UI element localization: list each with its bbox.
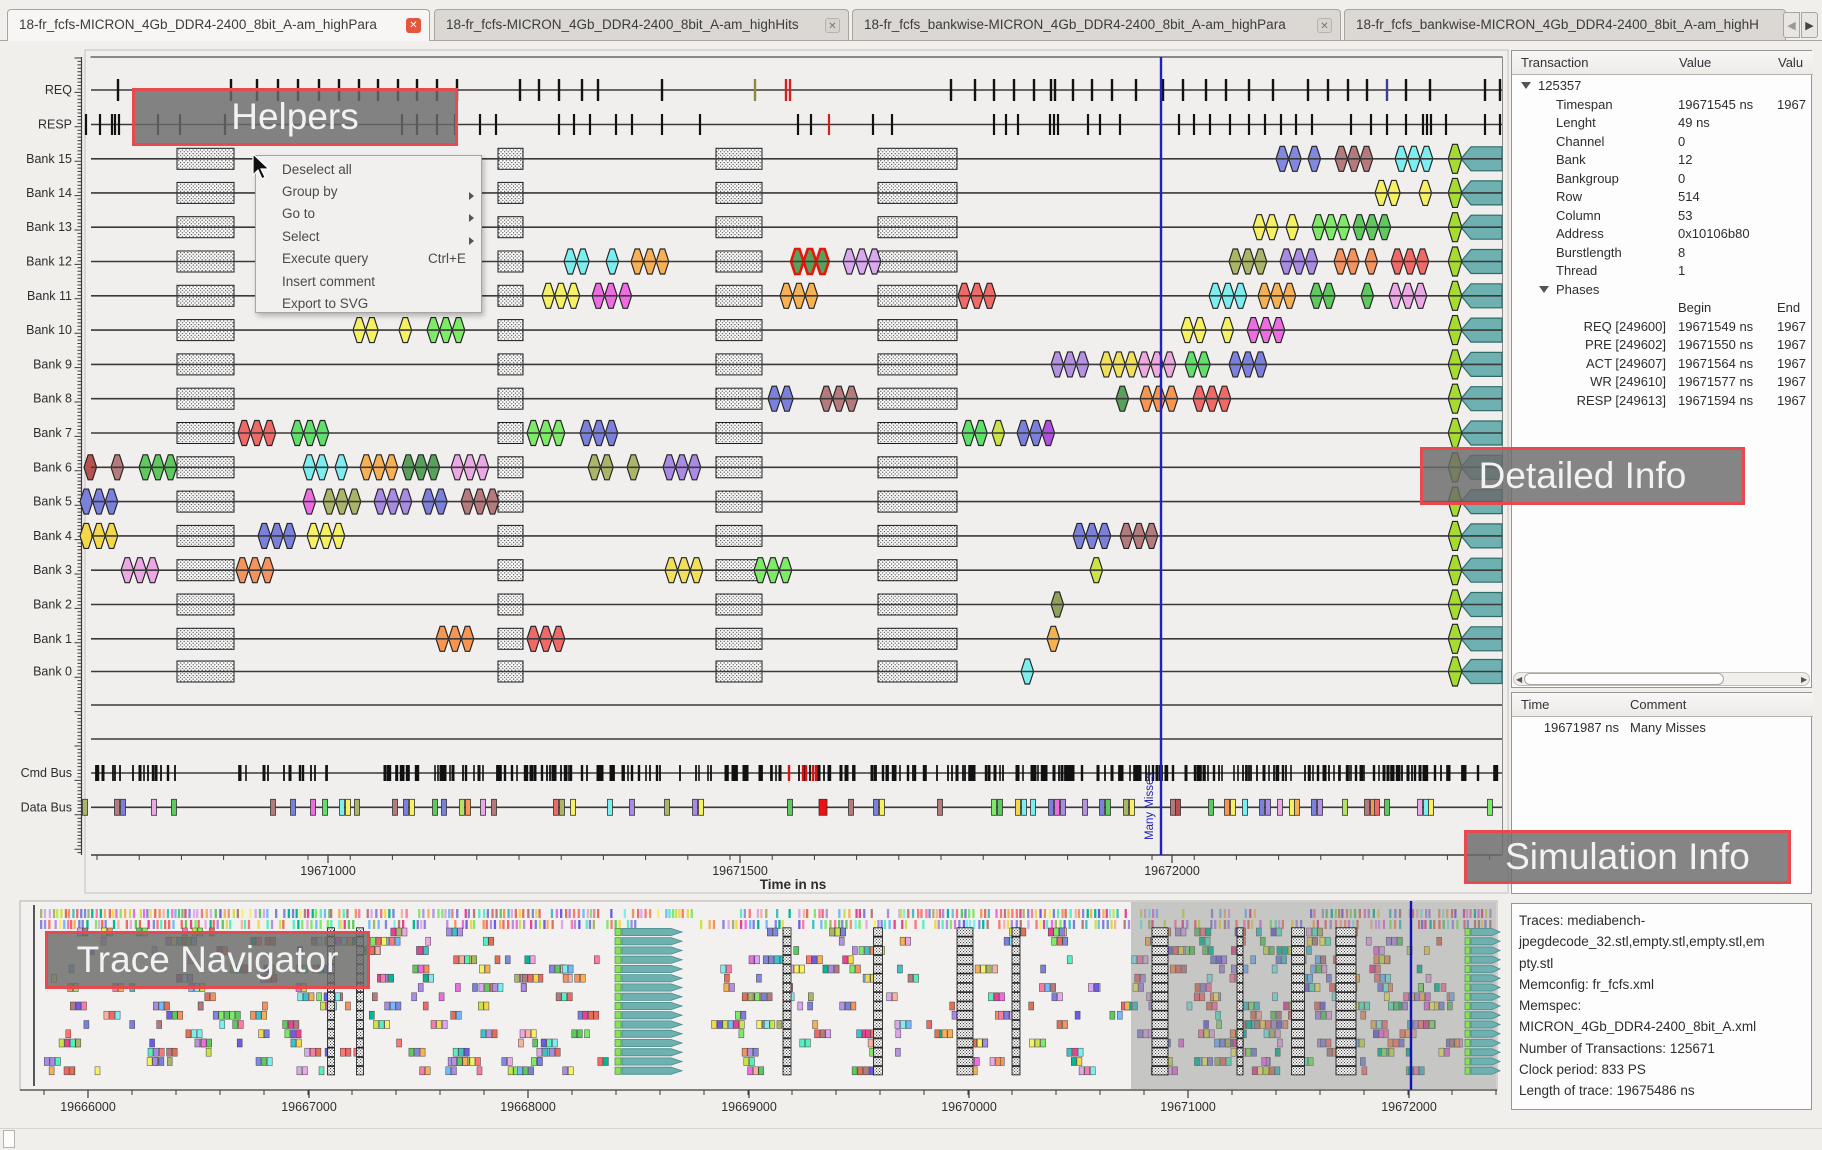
- svg-text:19672000: 19672000: [1381, 1100, 1437, 1114]
- svg-text:19671000: 19671000: [1160, 1100, 1216, 1114]
- svg-text:Bank 3: Bank 3: [33, 563, 72, 577]
- svg-text:Many Misses: Many Misses: [1144, 773, 1156, 840]
- svg-text:Bank 15: Bank 15: [26, 152, 72, 166]
- svg-text:Cmd Bus: Cmd Bus: [21, 766, 72, 780]
- svg-text:Bank 10: Bank 10: [26, 323, 72, 337]
- svg-text:19671500: 19671500: [712, 864, 768, 878]
- svg-text:19669000: 19669000: [721, 1100, 777, 1114]
- svg-text:RESP: RESP: [38, 118, 72, 132]
- svg-text:Time in ns: Time in ns: [760, 877, 827, 892]
- svg-text:Bank 4: Bank 4: [33, 529, 72, 543]
- svg-text:19670000: 19670000: [941, 1100, 997, 1114]
- svg-text:Bank 13: Bank 13: [26, 220, 72, 234]
- svg-text:19672000: 19672000: [1144, 864, 1200, 878]
- svg-text:Data Bus: Data Bus: [21, 800, 72, 814]
- svg-text:19671000: 19671000: [300, 864, 356, 878]
- svg-text:Bank 8: Bank 8: [33, 392, 72, 406]
- svg-text:Bank 1: Bank 1: [33, 632, 72, 646]
- svg-text:19666000: 19666000: [60, 1100, 116, 1114]
- svg-text:Bank 9: Bank 9: [33, 357, 72, 371]
- svg-text:Bank 5: Bank 5: [33, 495, 72, 509]
- svg-text:REQ: REQ: [45, 83, 72, 97]
- svg-text:19667000: 19667000: [281, 1100, 337, 1114]
- svg-text:Bank 14: Bank 14: [26, 186, 72, 200]
- svg-text:Bank 2: Bank 2: [33, 598, 72, 612]
- svg-text:Bank 6: Bank 6: [33, 460, 72, 474]
- svg-text:19668000: 19668000: [500, 1100, 556, 1114]
- svg-text:Bank 0: Bank 0: [33, 665, 72, 679]
- svg-text:Bank 12: Bank 12: [26, 255, 72, 269]
- svg-text:Bank 11: Bank 11: [27, 289, 72, 303]
- svg-text:Bank 7: Bank 7: [33, 426, 72, 440]
